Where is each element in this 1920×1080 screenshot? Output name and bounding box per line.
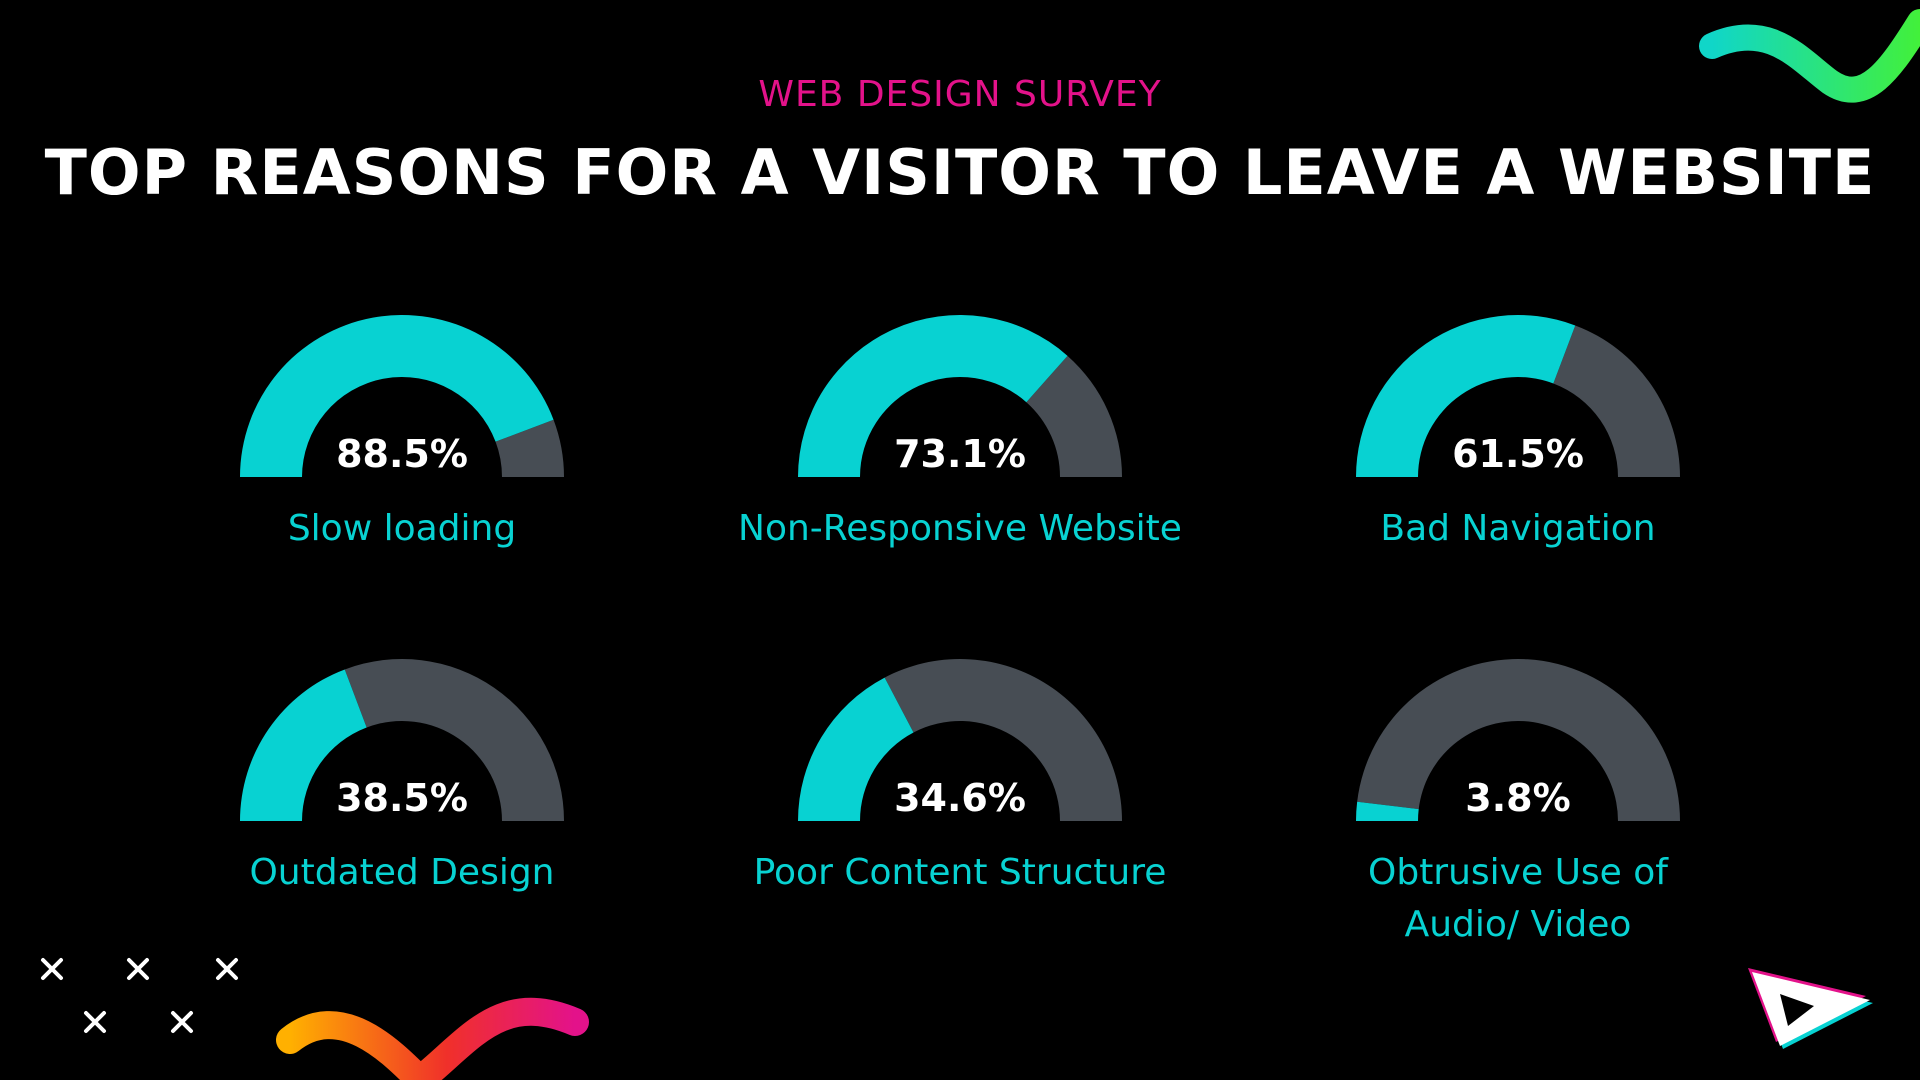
gauge-track [344, 659, 564, 821]
gauge-outdated-design: 38.5% Outdated Design [122, 659, 682, 979]
gauge-bad-navigation: 61.5% Bad Navigation [1238, 315, 1798, 635]
gauge-arc [798, 315, 1122, 477]
gauge-value: 34.6% [894, 776, 1026, 820]
gauge-value: 73.1% [894, 432, 1026, 476]
gauge-track [1357, 659, 1680, 821]
green-squiggle-icon [1699, 9, 1920, 103]
survey-subtitle: WEB DESIGN SURVEY [758, 74, 1162, 115]
gauge-arc [1356, 659, 1680, 821]
gauge-arc [1356, 315, 1680, 477]
gauge-label: Slow loading [287, 508, 517, 549]
orange-pink-squiggle-icon [276, 997, 589, 1080]
gauge-track [1553, 325, 1680, 477]
gauge-fill [1356, 315, 1576, 477]
gauge-non-responsive: 73.1% Non-Responsive Website [680, 315, 1240, 635]
gauge-track [884, 659, 1122, 821]
page-title: TOP REASONS FOR A VISITOR TO LEAVE A WEB… [44, 136, 1876, 209]
play-logo-icon [1748, 968, 1873, 1049]
gauge-value: 38.5% [336, 776, 468, 820]
gauge-value: 88.5% [336, 432, 468, 476]
gauge-value: 61.5% [1452, 432, 1584, 476]
x-marks-icon [41, 958, 238, 1033]
gauge-poor-content: 34.6% Poor Content Structure [680, 659, 1240, 979]
gauge-track [1026, 355, 1122, 477]
gauge-track [495, 419, 564, 477]
gauge-fill [798, 677, 914, 821]
gauge-fill [1356, 801, 1419, 821]
gauge-label: Outdated Design [249, 852, 555, 893]
gauge-fill [240, 669, 367, 821]
gauge-label: Obtrusive Use of Audio/ Video [1368, 852, 1668, 945]
gauge-fill [240, 315, 554, 477]
gauge-arc [240, 659, 564, 821]
gauge-arc [240, 315, 564, 477]
gauge-label: Bad Navigation [1380, 508, 1656, 549]
gauge-arc [798, 659, 1122, 821]
gauge-label: Poor Content Structure [753, 852, 1167, 893]
gauge-fill [798, 315, 1068, 477]
gauge-value: 3.8% [1465, 776, 1571, 820]
gauge-obtrusive-media: 3.8% Obtrusive Use of Audio/ Video [1238, 659, 1798, 979]
gauge-slow-loading: 88.5% Slow loading [122, 315, 682, 635]
gauge-label: Non-Responsive Website [738, 508, 1182, 549]
